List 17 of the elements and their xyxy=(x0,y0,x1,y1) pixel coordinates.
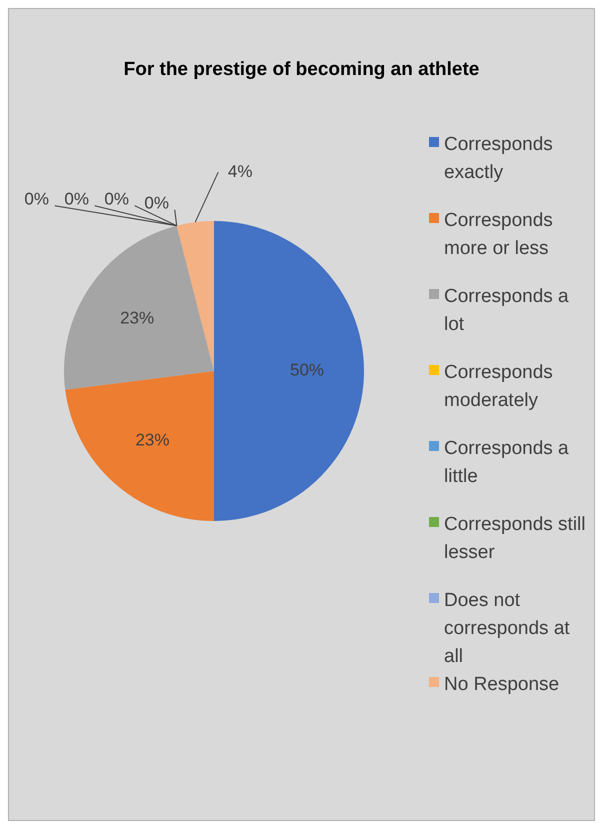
legend-label: Corresponds more or less xyxy=(444,209,554,261)
legend-label: Corresponds moderately xyxy=(444,361,554,413)
data-label: 4% xyxy=(228,162,252,181)
legend-label: No Response xyxy=(444,673,560,697)
legend-label: Corresponds a little xyxy=(444,437,570,489)
chart-title: For the prestige of becoming an athlete xyxy=(122,58,480,81)
legend-label: Corresponds a lot xyxy=(444,285,570,337)
text: 0% xyxy=(64,189,89,208)
text: 0% xyxy=(144,193,169,212)
data-label: 23% xyxy=(135,430,170,450)
text: 0% xyxy=(24,189,49,208)
text: 0% xyxy=(104,189,129,208)
legend-label: Corresponds still lesser xyxy=(444,513,586,565)
legend-label: Corresponds exactly xyxy=(444,133,554,185)
legend-label: Does not corresponds at all xyxy=(444,589,571,669)
data-label: 23% xyxy=(120,308,154,328)
data-label: 50% xyxy=(290,360,324,380)
